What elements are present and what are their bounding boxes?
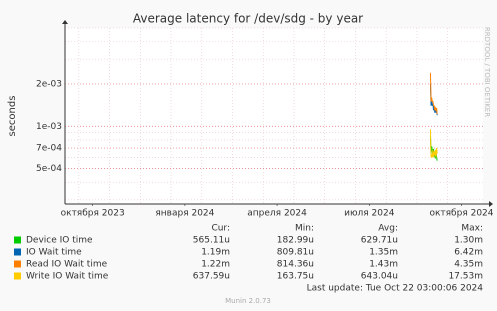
plot-area [65, 28, 483, 204]
legend-label: IO Wait time [26, 248, 82, 258]
legend-swatch [14, 272, 21, 280]
table-cell: 643.04u [361, 272, 398, 282]
table-cell: 1.35m [369, 248, 398, 258]
x-tick-label: октября 2024 [429, 209, 493, 219]
table-cell: 814.36u [277, 260, 314, 270]
table-cell: 6.42m [454, 248, 483, 258]
footer: Munin 2.0.73 [225, 297, 271, 305]
table-cell: 1.43m [369, 260, 398, 270]
table-header: Min: [295, 224, 314, 234]
watermark: RRDTOOL / TOBI OETIKER [483, 27, 491, 117]
y-axis-arrow [62, 20, 68, 24]
table-cell: 4.35m [454, 260, 483, 270]
table-cell: 637.59u [193, 272, 230, 282]
table-cell: 565.11u [193, 236, 230, 246]
series-line [429, 129, 438, 158]
legend-swatch [14, 236, 21, 244]
legend-swatch [14, 260, 21, 268]
x-tick-label: января 2024 [155, 209, 214, 219]
y-tick-label: 1e-03 [36, 122, 62, 132]
x-tick-label: апреля 2024 [247, 209, 307, 219]
chart-title: Average latency for /dev/sdg - by year [133, 12, 363, 26]
legend-label: Read IO Wait time [26, 260, 108, 270]
table-cell: 1.19m [201, 248, 230, 258]
legend-label: Write IO Wait time [26, 272, 109, 282]
legend-swatch [14, 248, 21, 256]
last-update: Last update: Tue Oct 22 03:00:06 2024 [307, 284, 484, 294]
series-line [429, 83, 438, 116]
x-tick-label: октября 2023 [61, 209, 125, 219]
x-axis-arrow [489, 201, 493, 207]
table-header: Avg: [378, 224, 398, 234]
x-tick-label: июля 2024 [344, 209, 395, 219]
table-cell: 17.53m [448, 272, 483, 282]
table-cell: 629.71u [361, 236, 398, 246]
y-tick-label: 2e-03 [36, 79, 62, 89]
table-cell: 1.30m [454, 236, 483, 246]
table-cell: 163.75u [277, 272, 314, 282]
series-line [429, 72, 438, 115]
table-cell: 1.22m [201, 260, 230, 270]
table-cell: 809.81u [277, 248, 314, 258]
legend-label: Device IO time [26, 236, 93, 246]
table-cell: 182.99u [277, 236, 314, 246]
y-tick-label: 5e-04 [36, 164, 62, 174]
table-header: Cur: [211, 224, 230, 234]
y-tick-label: 7e-04 [36, 144, 62, 154]
y-axis-label: seconds [7, 96, 18, 137]
table-header: Max: [461, 224, 483, 234]
